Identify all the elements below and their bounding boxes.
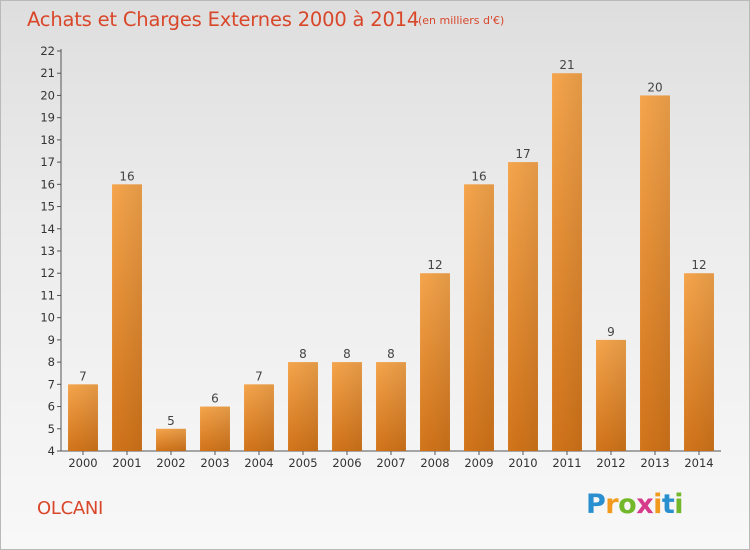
x-tick-label: 2009 — [464, 456, 493, 470]
bar-shade — [596, 339, 626, 451]
logo-letter: x — [636, 489, 654, 520]
data-label: 12 — [691, 258, 706, 272]
bar-shade — [464, 184, 494, 452]
logo-letter: o — [618, 489, 637, 520]
data-label: 8 — [343, 347, 351, 361]
commune-name: OLCANI — [37, 498, 104, 519]
bar-shade — [332, 362, 362, 451]
x-tick-label: 2006 — [332, 456, 361, 470]
data-label: 5 — [167, 414, 175, 428]
x-tick-label: 2012 — [596, 456, 625, 470]
y-tick-label: 11 — [40, 288, 55, 302]
x-tick-label: 2007 — [376, 456, 405, 470]
chart-unit: (en milliers d'€) — [418, 14, 505, 27]
x-tick-label: 2004 — [244, 456, 273, 470]
x-tick-label: 2005 — [288, 456, 317, 470]
y-tick-label: 5 — [48, 422, 55, 436]
y-tick-label: 20 — [40, 88, 55, 102]
y-tick-label: 21 — [40, 66, 55, 80]
x-tick-label: 2011 — [552, 456, 581, 470]
y-tick-label: 15 — [40, 200, 55, 214]
data-label: 20 — [647, 80, 662, 94]
y-tick-label: 13 — [40, 244, 55, 258]
x-tick-label: 2014 — [684, 456, 713, 470]
data-label: 6 — [211, 392, 219, 406]
x-tick-label: 2008 — [420, 456, 449, 470]
y-tick-label: 8 — [48, 355, 55, 369]
data-label: 16 — [471, 169, 486, 183]
logo-letter: i — [653, 489, 662, 520]
data-label: 16 — [119, 169, 134, 183]
y-tick-label: 17 — [40, 155, 55, 169]
bar-shade — [508, 162, 538, 451]
bar-shade — [156, 428, 186, 451]
y-tick-label: 12 — [40, 266, 55, 280]
bar-shade — [200, 406, 230, 451]
y-tick-label: 7 — [48, 377, 55, 391]
y-tick-label: 19 — [40, 111, 55, 125]
y-tick-label: 10 — [40, 311, 55, 325]
bar-shade — [552, 73, 582, 451]
logo-letter: t — [661, 489, 675, 520]
y-tick-label: 4 — [48, 444, 55, 458]
proxiti-logo: Proxiti — [586, 489, 684, 520]
chart-title: Achats et Charges Externes 2000 à 2014 — [27, 8, 420, 31]
x-tick-label: 2000 — [68, 456, 97, 470]
y-tick-label: 22 — [40, 44, 55, 58]
data-label: 7 — [79, 369, 87, 383]
x-tick-label: 2001 — [112, 456, 141, 470]
logo-letter: r — [605, 489, 619, 520]
y-tick-label: 9 — [48, 333, 55, 347]
bar-shade — [244, 384, 274, 451]
data-label: 8 — [387, 347, 395, 361]
y-tick-label: 6 — [48, 400, 55, 414]
bars — [68, 73, 714, 452]
logo-letter: i — [674, 489, 684, 520]
bar-shade — [288, 362, 318, 451]
x-tick-label: 2002 — [156, 456, 185, 470]
x-tick-label: 2013 — [640, 456, 669, 470]
bar-shade — [684, 273, 714, 451]
data-label: 17 — [515, 147, 530, 161]
bar-shade — [376, 362, 406, 451]
bar-shade — [112, 184, 142, 452]
labels: 7 2000 16 2001 5 2002 6 2003 7 2004 8 2005 8 2006 8 200… — [68, 58, 713, 470]
y-tick-label: 14 — [40, 222, 55, 236]
data-label: 7 — [255, 369, 263, 383]
y-tick-label: 16 — [40, 177, 55, 191]
y-tick-label: 18 — [40, 133, 55, 147]
data-label: 8 — [299, 347, 307, 361]
data-label: 21 — [559, 58, 574, 72]
data-label: 9 — [607, 325, 615, 339]
x-tick-label: 2010 — [508, 456, 537, 470]
x-tick-label: 2003 — [200, 456, 229, 470]
bar-shade — [420, 273, 450, 451]
logo-letter: P — [586, 489, 606, 520]
data-label: 12 — [427, 258, 442, 272]
bar-shade — [68, 384, 98, 451]
bar-shade — [640, 95, 670, 451]
